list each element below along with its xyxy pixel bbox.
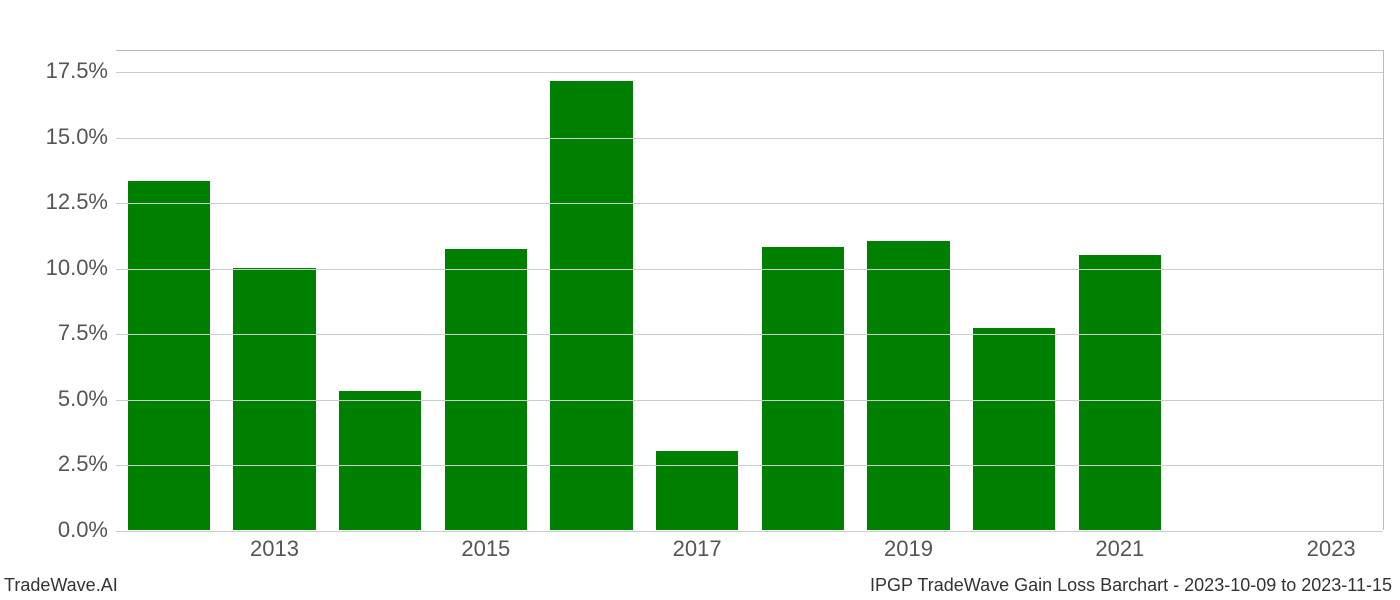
bars-container [116, 51, 1383, 530]
bar [973, 328, 1055, 530]
grid-line [116, 334, 1383, 335]
bar [656, 451, 738, 530]
footer-left-brand: TradeWave.AI [4, 575, 118, 596]
grid-line [116, 531, 1383, 532]
grid-line [116, 269, 1383, 270]
y-tick-label: 7.5% [18, 320, 108, 346]
grid-line [116, 138, 1383, 139]
bar [128, 181, 210, 530]
bar [339, 391, 421, 530]
bar [550, 81, 632, 530]
x-tick-label: 2019 [869, 536, 949, 562]
x-tick-label: 2017 [657, 536, 737, 562]
y-tick-label: 10.0% [18, 255, 108, 281]
plot-area [116, 50, 1384, 530]
y-tick-label: 12.5% [18, 189, 108, 215]
bar [1079, 255, 1161, 530]
x-tick-label: 2015 [446, 536, 526, 562]
x-tick-label: 2023 [1291, 536, 1371, 562]
y-tick-label: 0.0% [18, 517, 108, 543]
grid-line [116, 72, 1383, 73]
bar [762, 247, 844, 530]
y-tick-label: 2.5% [18, 451, 108, 477]
x-tick-label: 2013 [235, 536, 315, 562]
grid-line [116, 400, 1383, 401]
footer-right-title: IPGP TradeWave Gain Loss Barchart - 2023… [870, 575, 1392, 596]
y-tick-label: 17.5% [18, 58, 108, 84]
x-tick-label: 2021 [1080, 536, 1160, 562]
grid-line [116, 465, 1383, 466]
grid-line [116, 203, 1383, 204]
y-tick-label: 5.0% [18, 386, 108, 412]
bar [867, 241, 949, 530]
y-tick-label: 15.0% [18, 124, 108, 150]
barchart-figure: 0.0% 2.5% 5.0% 7.5% 10.0% 12.5% 15.0% 17.5% 201… [0, 0, 1400, 600]
bar [445, 249, 527, 530]
